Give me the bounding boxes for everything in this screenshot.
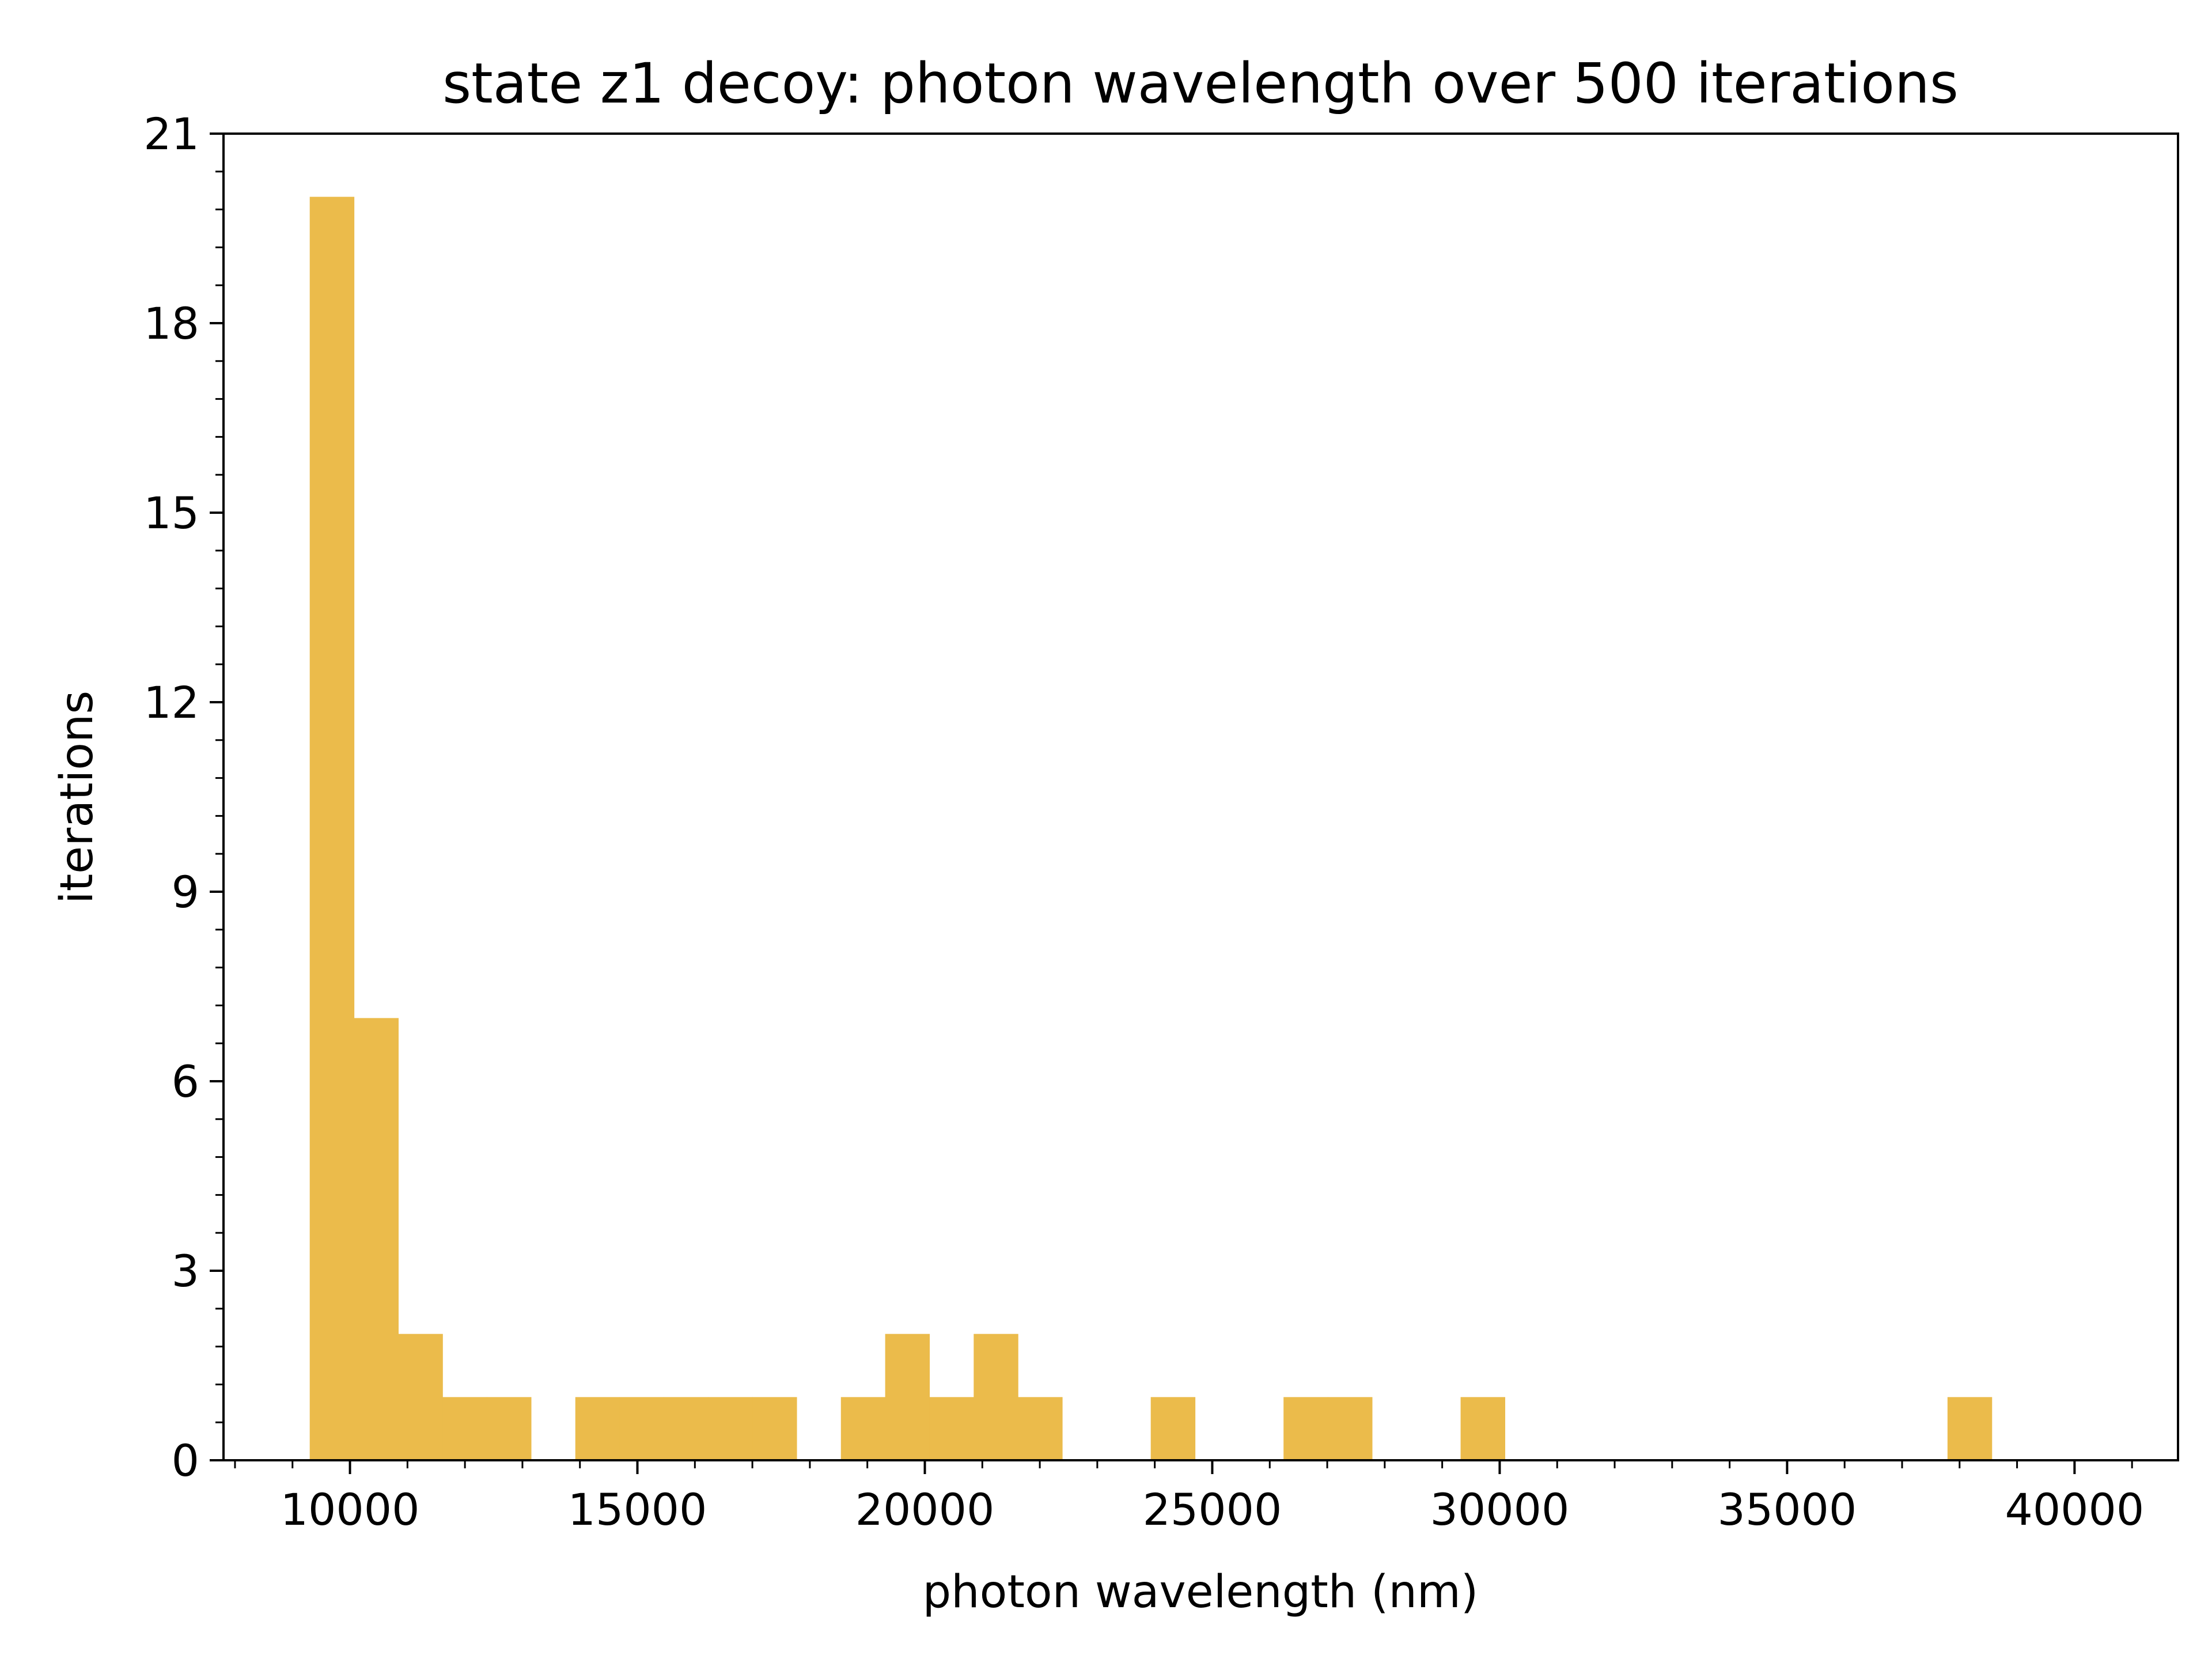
histogram-bar xyxy=(309,196,355,1460)
ticks-layer: 10000 15000 20000 25000 30000 35000 40000 0 3 6 9 1… xyxy=(143,108,2144,1535)
y-tick-label: 21 xyxy=(143,108,199,160)
histogram-bar xyxy=(1150,1397,1196,1460)
histogram-bar xyxy=(1460,1397,1506,1460)
y-tick-label: 12 xyxy=(143,677,199,728)
histogram-bar xyxy=(1018,1397,1063,1460)
y-axis-label: iterations xyxy=(51,691,103,904)
x-tick-label: 25000 xyxy=(1143,1484,1282,1535)
y-tick-label: 6 xyxy=(172,1056,199,1107)
histogram-bar xyxy=(442,1397,487,1460)
y-tick-label: 18 xyxy=(143,298,199,349)
histogram-bar xyxy=(1947,1397,1993,1460)
histogram-bar xyxy=(929,1397,974,1460)
histogram-bar xyxy=(974,1334,1018,1460)
y-tick-label: 15 xyxy=(143,487,199,539)
histogram-bar xyxy=(487,1397,532,1460)
x-tick-label: 30000 xyxy=(1430,1484,1570,1535)
histogram-bar xyxy=(354,1018,399,1460)
y-tick-label: 3 xyxy=(172,1245,199,1297)
x-tick-label: 20000 xyxy=(855,1484,995,1535)
x-axis-label: photon wavelength (nm) xyxy=(923,1566,1479,1618)
chart-title: state z1 decoy: photon wavelength over 5… xyxy=(442,51,1959,116)
histogram-bar xyxy=(398,1334,443,1460)
x-tick-label: 10000 xyxy=(281,1484,420,1535)
x-tick-label: 35000 xyxy=(1718,1484,1857,1535)
bars-layer xyxy=(309,196,1993,1460)
y-tick-label: 9 xyxy=(172,866,199,918)
histogram-bar xyxy=(575,1397,620,1460)
histogram-bar xyxy=(708,1397,753,1460)
histogram-bar xyxy=(619,1397,665,1460)
plot-frame xyxy=(222,132,2179,1461)
histogram-bar xyxy=(840,1397,886,1460)
x-tick-label: 40000 xyxy=(2005,1484,2144,1535)
histogram-bar xyxy=(885,1334,930,1460)
histogram-bar xyxy=(752,1397,797,1460)
histogram-bar xyxy=(1283,1397,1328,1460)
histogram-bar xyxy=(1328,1397,1373,1460)
x-tick-label: 15000 xyxy=(568,1484,707,1535)
histogram-bar xyxy=(664,1397,709,1460)
y-tick-label: 0 xyxy=(172,1435,199,1486)
